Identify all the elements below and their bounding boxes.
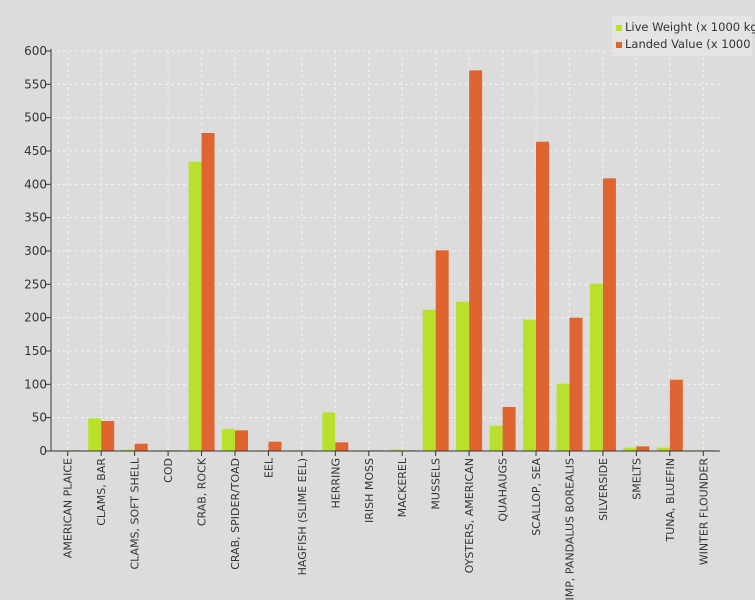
bar-landed-value (602, 178, 616, 452)
legend-label-landed-value: Landed Value (x 1000 $) (625, 37, 755, 51)
bars (54, 70, 717, 452)
y-tick-label: 300 (24, 244, 47, 258)
legend-label-live-weight: Live Weight (x 1000 kg) (625, 20, 755, 34)
x-tick-label: SMELTS (630, 458, 643, 500)
bar-live-weight (188, 161, 202, 451)
bar-landed-value (435, 250, 449, 451)
x-axis: AMERICAN PLAICE CLAMS, BAR CLAMS, SOFT SHE… (51, 450, 720, 600)
x-tick-label: EEL (262, 457, 275, 478)
y-axis: 0 50 100 150 200 250 300 350 400 450 500 550 600 (24, 44, 52, 458)
y-tick-label: 400 (24, 177, 47, 191)
y-tick-label: 200 (24, 311, 47, 325)
x-tick-label: SILVERSIDE (597, 458, 610, 521)
bar-live-weight (656, 447, 670, 451)
bar-landed-value (234, 430, 248, 451)
bar-live-weight (589, 283, 603, 451)
x-tick-label: QUAHAUGS (497, 458, 510, 522)
y-tick-label: 450 (24, 144, 47, 158)
x-tick-label: AMERICAN PLAICE (62, 458, 75, 558)
bar-live-weight (623, 447, 637, 451)
x-tick-label: MACKEREL (396, 457, 409, 517)
x-tick-label: TUNA, BLUEFIN (664, 458, 677, 542)
legend: Live Weight (x 1000 kg) Landed Value (x … (612, 16, 755, 56)
bar-live-weight (121, 449, 135, 451)
bar-landed-value (502, 407, 516, 451)
grid-lines (51, 50, 720, 451)
bar-landed-value (536, 141, 550, 451)
x-tick-label: COD (162, 458, 175, 483)
x-tick-label: WINTER FLOUNDER (697, 458, 710, 566)
y-tick-label: 100 (24, 377, 47, 391)
bar-landed-value (201, 133, 215, 451)
x-tick-label: MUSSELS (430, 458, 443, 510)
bar-landed-value (335, 442, 349, 451)
bar-live-weight (322, 412, 336, 451)
bar-landed-value (569, 317, 583, 451)
bar-live-weight (523, 319, 537, 451)
bar-live-weight (422, 309, 436, 451)
x-tick-label: CRAB, SPIDER/TOAD (229, 458, 242, 570)
y-tick-label: 500 (24, 111, 47, 125)
x-tick-label: CLAMS, SOFT SHELL (129, 457, 142, 569)
x-tick-label: CLAMS, BAR (95, 458, 108, 526)
bar-landed-value (669, 379, 683, 451)
bar-live-weight (489, 425, 503, 451)
y-tick-label: 150 (24, 344, 47, 358)
bar-landed-value (268, 441, 282, 451)
bar-landed-value (101, 421, 115, 451)
x-tick-label: SCALLOP, SEA (530, 458, 543, 536)
bar-live-weight (556, 383, 570, 451)
legend-item-live-weight: Live Weight (x 1000 kg) (616, 19, 755, 35)
x-tick-label: IRISH MOSS (363, 458, 376, 523)
y-tick-label: 250 (24, 277, 47, 291)
y-tick-label: 550 (24, 77, 47, 91)
x-tick-label: SHRIMP, PANDALUS BOREALIS (563, 458, 576, 600)
x-tick-label: OYSTERS, AMERICAN (463, 458, 476, 573)
bar-landed-value (134, 443, 148, 451)
bar-live-weight (456, 301, 470, 451)
y-tick-label: 50 (32, 411, 47, 425)
legend-swatch-landed-value (616, 41, 622, 48)
bar-landed-value (636, 446, 650, 451)
x-tick-label: HAGFISH (SLIME EEL) (296, 458, 309, 575)
y-tick-label: 600 (24, 44, 47, 58)
x-tick-label: HERRING (329, 458, 342, 509)
bar-live-weight (88, 418, 102, 451)
y-tick-label: 0 (39, 444, 47, 458)
bar-live-weight (389, 449, 403, 451)
x-tick-label: CRAB, ROCK (196, 457, 209, 526)
legend-swatch-live-weight (616, 24, 622, 31)
y-tick-label: 350 (24, 211, 47, 225)
legend-item-landed-value: Landed Value (x 1000 $) (616, 36, 755, 52)
bar-live-weight (221, 429, 235, 451)
bar-landed-value (469, 70, 483, 451)
